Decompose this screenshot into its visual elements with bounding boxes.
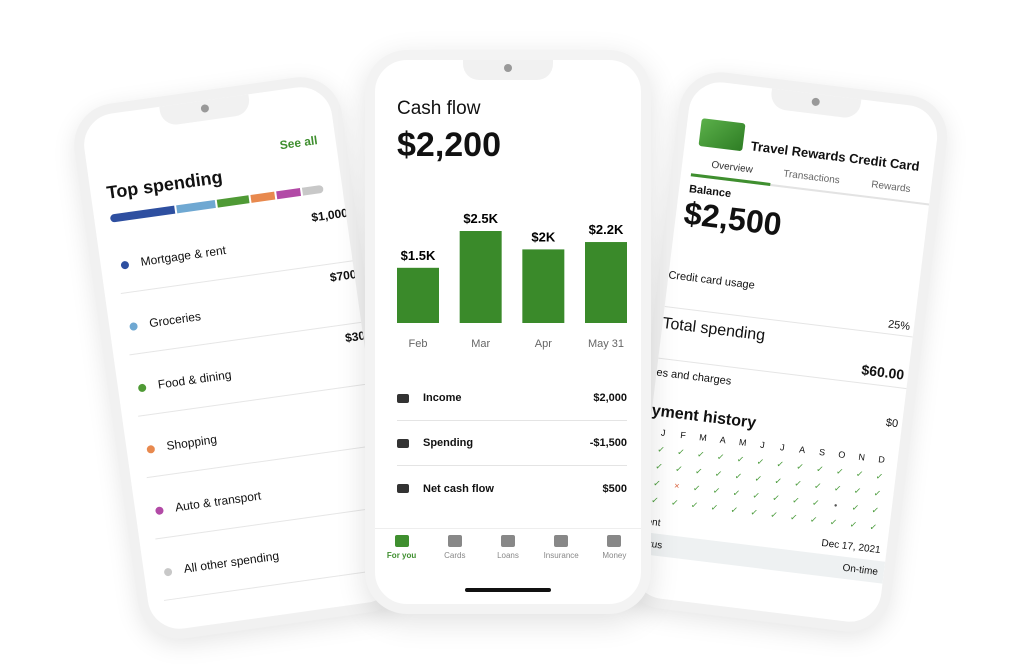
nav-label: Money bbox=[602, 551, 627, 560]
cash-flow-phone: Cash flow $2,200 $1.5K Feb $2.5K Mar $2K Apr $… bbox=[365, 50, 651, 614]
category-amount: $30 bbox=[344, 328, 367, 346]
last-payment-date: Dec 17, 2021 bbox=[820, 537, 882, 556]
category-dot bbox=[129, 321, 139, 332]
row-label: Income bbox=[423, 392, 462, 404]
nav-cards[interactable]: Cards bbox=[430, 535, 480, 576]
phone-notch bbox=[158, 92, 252, 127]
nav-label: Insurance bbox=[543, 551, 579, 560]
category-name: Food & dining bbox=[156, 367, 233, 392]
tab-overview[interactable]: Overview bbox=[690, 157, 773, 186]
camera bbox=[811, 97, 821, 107]
category-dot bbox=[146, 444, 156, 454]
row-value: 25% bbox=[887, 318, 911, 333]
card-icon bbox=[447, 535, 462, 547]
nav-label: For you bbox=[386, 551, 417, 560]
x-tick-label: Apr bbox=[535, 338, 552, 350]
top-spending-title: Top spending bbox=[105, 166, 224, 203]
category-name: All other spending bbox=[182, 548, 280, 576]
row-label: Spending bbox=[423, 437, 474, 449]
x-tick-label: Mar bbox=[471, 338, 490, 350]
category-dot bbox=[137, 383, 147, 393]
category-name: Mortgage & rent bbox=[139, 242, 227, 269]
see-all-link[interactable]: See all bbox=[278, 133, 319, 153]
category-amount: $1,000 bbox=[310, 205, 349, 225]
cash-flow-amount: $2,200 bbox=[397, 126, 501, 164]
nav-label: Cards bbox=[444, 551, 466, 560]
x-tick-label: May 31 bbox=[588, 338, 624, 350]
cash-flow-row[interactable]: Spending -$1,500 bbox=[397, 421, 627, 466]
money-bag-icon bbox=[500, 535, 515, 547]
spending-list: Mortgage & rent $1,000 Groceries $700 Food &… bbox=[112, 199, 402, 601]
cash-flow-row[interactable]: Income $2,000 bbox=[397, 376, 627, 421]
x-tick-label: Feb bbox=[409, 338, 428, 350]
bar-value-label: $2K bbox=[531, 229, 555, 244]
category-dot bbox=[163, 567, 173, 577]
home-indicator bbox=[465, 588, 551, 592]
camera bbox=[504, 64, 512, 72]
shield-icon bbox=[554, 535, 569, 547]
cash-flow-title: Cash flow bbox=[397, 98, 481, 119]
top-spending-phone: Top spending See all Mortgage & rent $1,0… bbox=[68, 71, 412, 645]
spending-bar-segment bbox=[175, 200, 216, 214]
cash-icon bbox=[397, 393, 409, 403]
bar-value-label: $1.5K bbox=[401, 248, 436, 263]
bar-value-label: $2.2K bbox=[589, 222, 624, 237]
row-value: -$1,500 bbox=[589, 437, 627, 449]
category-name: Auto & transport bbox=[174, 488, 263, 515]
net-cash-icon bbox=[397, 484, 409, 493]
balance-amount: $2,500 bbox=[682, 194, 784, 243]
nav-label: Loans bbox=[497, 551, 519, 560]
document-icon bbox=[394, 535, 409, 547]
tab-rewards[interactable]: Rewards bbox=[870, 179, 912, 196]
spending-bar-segment bbox=[109, 205, 176, 223]
camera bbox=[200, 103, 210, 113]
phone-notch bbox=[769, 86, 862, 120]
bar-Feb bbox=[397, 267, 439, 323]
credit-card-phone: Travel Rewards Credit Card Overview Tran… bbox=[618, 67, 952, 637]
row-label: es and charges bbox=[655, 366, 732, 388]
status-value: On-time bbox=[841, 562, 879, 578]
bar-Apr bbox=[522, 249, 565, 323]
credit-card-image bbox=[698, 118, 746, 152]
money-icon bbox=[607, 535, 622, 547]
tab-transactions[interactable]: Transactions bbox=[782, 168, 841, 187]
row-value: $2,000 bbox=[593, 392, 627, 404]
spending-bar-segment bbox=[275, 188, 301, 200]
bar-Mar bbox=[459, 231, 502, 323]
spending-bar-segment bbox=[250, 191, 276, 203]
bar-value-label: $2.5K bbox=[463, 211, 498, 226]
bottom-nav: For you Cards Loans Insurance Money bbox=[375, 528, 641, 576]
phone-notch bbox=[463, 60, 553, 80]
category-name: Groceries bbox=[148, 309, 202, 331]
nav-for-you[interactable]: For you bbox=[377, 535, 427, 576]
wallet-icon bbox=[397, 438, 409, 448]
cash-flow-list: Income $2,000 Spending -$1,500 Net cash flow… bbox=[397, 376, 627, 511]
category-amount: $700 bbox=[329, 267, 358, 285]
nav-money[interactable]: Money bbox=[589, 535, 639, 576]
row-value: $60.00 bbox=[860, 361, 906, 383]
row-label: Total spending bbox=[661, 314, 767, 345]
cash-flow-row[interactable]: Net cash flow $500 bbox=[397, 466, 627, 511]
category-dot bbox=[120, 260, 130, 270]
row-value: $0 bbox=[885, 416, 899, 431]
nav-insurance[interactable]: Insurance bbox=[536, 535, 586, 576]
category-dot bbox=[154, 506, 164, 516]
row-value: $500 bbox=[602, 482, 627, 495]
bar-May 31 bbox=[585, 242, 627, 323]
row-label: Net cash flow bbox=[423, 482, 494, 495]
spending-bar-segment bbox=[216, 195, 250, 208]
nav-loans[interactable]: Loans bbox=[483, 535, 533, 576]
cash-flow-chart: $1.5K Feb $2.5K Mar $2K Apr $2.2K May 31 bbox=[397, 211, 627, 350]
row-label: Credit card usage bbox=[667, 269, 756, 292]
spending-bar-segment bbox=[301, 184, 324, 196]
category-name: Shopping bbox=[165, 432, 218, 454]
